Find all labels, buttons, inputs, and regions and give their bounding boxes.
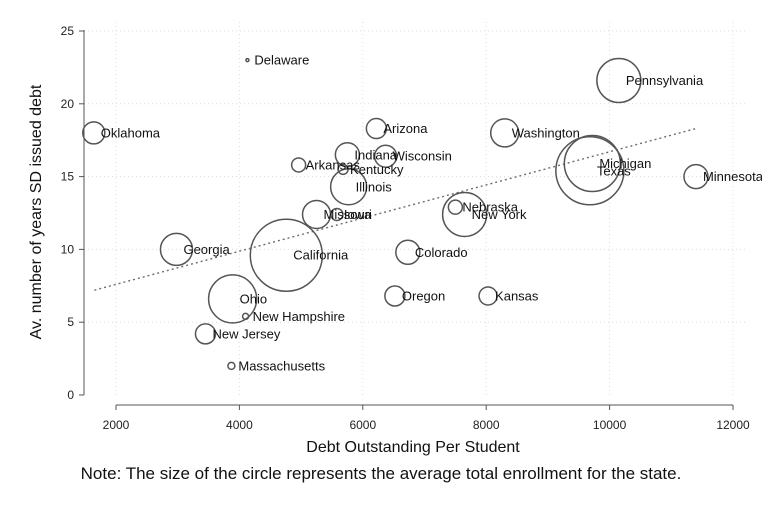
point-label: Arizona: [383, 121, 428, 136]
x-tick-label: 10000: [593, 418, 627, 432]
data-point: [82, 121, 106, 145]
point-label: California: [293, 248, 349, 263]
point-label: Missouri: [324, 207, 373, 222]
data-point: [159, 232, 194, 267]
data-point: [395, 239, 421, 266]
y-tick-label: 5: [67, 315, 74, 329]
data-point: [337, 163, 349, 176]
data-point: [245, 57, 250, 63]
y-tick-label: 15: [61, 170, 75, 184]
data-point: [596, 57, 642, 104]
point-label: Ohio: [240, 291, 267, 306]
data-point: [563, 134, 622, 193]
x-tick-label: 12000: [716, 418, 750, 432]
data-point: [478, 286, 498, 306]
x-tick-label: 6000: [349, 418, 376, 432]
point-label: Oklahoma: [101, 125, 161, 140]
data-point: [249, 218, 324, 292]
point-label: Indiana: [354, 147, 397, 162]
x-axis-label: Debt Outstanding Per Student: [306, 439, 520, 456]
gridlines: [84, 22, 748, 395]
data-point: [241, 312, 250, 321]
data-point: [683, 163, 709, 190]
point-label: New York: [472, 207, 527, 222]
point-label: Michigan: [599, 156, 651, 171]
x-tick-label: 4000: [226, 418, 253, 432]
point-label: Arkansas: [306, 157, 361, 172]
chart-note: Note: The size of the circle represents …: [80, 464, 682, 483]
point-label: New Hampshire: [253, 309, 345, 324]
point-label: Minnesota: [703, 169, 762, 184]
y-axis-label: Av. number of years SD issued debt: [28, 84, 45, 339]
data-point: [194, 323, 217, 345]
data-point: [384, 285, 406, 307]
scatter-chart: Delaware Pennsylvania Oklahoma Arizona Washi…: [28, 22, 762, 456]
fit-line: [94, 127, 697, 291]
y-tick-label: 10: [61, 242, 75, 256]
data-point: [227, 361, 236, 371]
data-point: [330, 207, 344, 222]
y-tick-label: 0: [67, 388, 74, 402]
point-label: Delaware: [254, 53, 309, 68]
data-point: [207, 274, 258, 324]
point-label: Massachusetts: [238, 358, 325, 373]
point-label: Illinois: [356, 179, 393, 194]
data-points: Delaware Pennsylvania Oklahoma Arizona Washi…: [82, 53, 762, 373]
point-label: Pennsylvania: [626, 73, 704, 88]
point-label: Georgia: [183, 242, 230, 257]
point-label: Iowa: [344, 207, 372, 222]
point-label: Colorado: [415, 245, 468, 260]
point-label: Texas: [597, 163, 631, 178]
point-label: Nebraska: [462, 200, 518, 215]
y-tick-label: 25: [61, 24, 75, 38]
x-tick-label: 8000: [473, 418, 500, 432]
data-point: [290, 157, 307, 173]
point-label: Wisconsin: [393, 149, 452, 164]
data-point: [365, 117, 388, 140]
data-point: [489, 118, 520, 148]
data-point: [441, 191, 488, 238]
point-label: Oregon: [402, 288, 445, 303]
point-label: Kentucky: [350, 162, 404, 177]
point-label: New Jersey: [212, 326, 280, 341]
data-point: [447, 199, 464, 215]
axes: [79, 30, 734, 410]
data-point: [373, 144, 398, 168]
x-tick-label: 2000: [103, 418, 130, 432]
point-label: Washington: [512, 125, 580, 140]
tick-labels: 0 5 10 15 20 25 2000 4000 6000 8000 10000 12000: [61, 24, 750, 432]
point-label: Kansas: [495, 288, 539, 303]
y-tick-label: 20: [61, 97, 75, 111]
data-point: [555, 136, 625, 206]
